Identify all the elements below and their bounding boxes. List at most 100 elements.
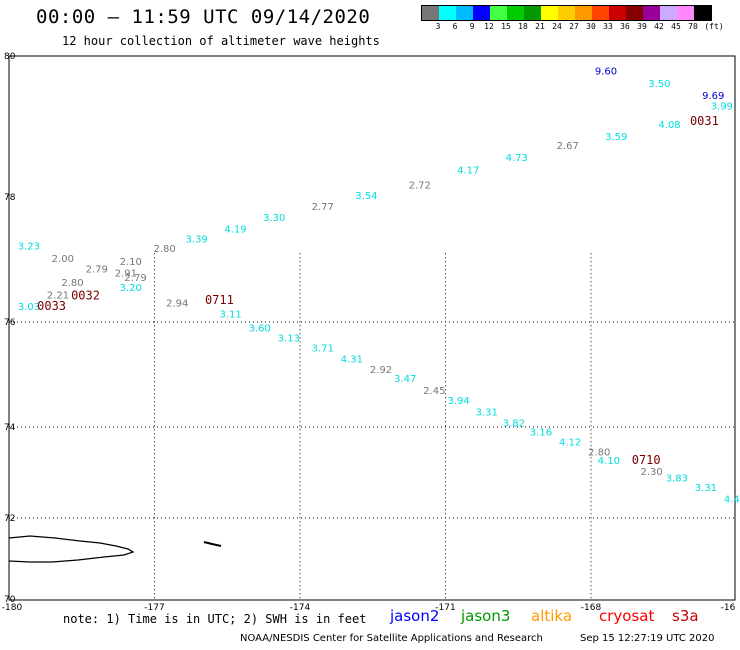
color-scale-label: 15 xyxy=(501,22,511,31)
longitude-tick-label: -16 xyxy=(721,603,736,613)
wave-height-value: 2.45 xyxy=(423,386,445,397)
wave-height-value: 4.12 xyxy=(559,438,581,449)
color-swatch xyxy=(558,6,575,20)
wave-height-value: 3.99 xyxy=(711,102,733,113)
wave-height-value: 4.19 xyxy=(224,225,246,236)
wave-height-value: 3.30 xyxy=(263,213,285,224)
pass-time-label: 0032 xyxy=(71,289,100,303)
pass-time-label: 0031 xyxy=(690,114,719,128)
color-swatch xyxy=(592,6,609,20)
color-swatch xyxy=(490,6,507,20)
wave-height-value: 3.31 xyxy=(695,483,717,494)
wave-height-value: 4.31 xyxy=(341,354,363,365)
color-swatch xyxy=(677,6,694,20)
wave-height-value: 3.20 xyxy=(120,283,142,294)
pass-time-label: 0710 xyxy=(632,453,661,467)
legend-altika: altika xyxy=(531,607,573,625)
latitude-tick-label: 74 xyxy=(4,423,16,433)
wave-height-value: 3.13 xyxy=(278,333,300,344)
wave-height-value: 9.60 xyxy=(595,66,617,77)
color-scale-bar xyxy=(421,5,712,21)
wave-height-value: 3.82 xyxy=(503,418,525,429)
wave-height-value: 4.10 xyxy=(598,456,620,467)
wave-height-value: 2.80 xyxy=(154,244,176,255)
wave-height-value: 2.80 xyxy=(61,278,83,289)
color-swatch xyxy=(609,6,626,20)
wave-height-value: 3.54 xyxy=(355,191,377,202)
map-subtitle: 12 hour collection of altimeter wave hei… xyxy=(62,34,380,48)
longitude-tick-label: -174 xyxy=(290,603,311,613)
wave-height-value: 3.47 xyxy=(394,374,416,385)
wave-height-value: 2.79 xyxy=(124,273,146,284)
color-swatch xyxy=(694,6,711,20)
wave-height-value: 2.10 xyxy=(120,257,142,268)
color-scale-label: 12 xyxy=(484,22,494,31)
color-scale-label: 9 xyxy=(469,22,475,31)
wave-height-value: 4.73 xyxy=(506,153,528,164)
wave-height-value: 2.67 xyxy=(557,141,579,152)
wave-height-value: 2.72 xyxy=(409,181,431,192)
pass-time-label: 0711 xyxy=(205,293,234,307)
color-swatch xyxy=(660,6,677,20)
wave-height-value: 3.83 xyxy=(666,474,688,485)
wave-height-value: 3.50 xyxy=(648,79,670,90)
color-swatch xyxy=(643,6,660,20)
color-scale-label: 18 xyxy=(518,22,528,31)
wave-height-value: 2.92 xyxy=(370,365,392,376)
legend-cryosat: cryosat xyxy=(599,607,655,625)
latitude-tick-label: 80 xyxy=(4,52,16,62)
color-scale-label: 6 xyxy=(452,22,458,31)
wave-height-value: 2.80 xyxy=(588,448,610,459)
latitude-tick-label: 70 xyxy=(4,595,16,605)
wave-height-value: 3.60 xyxy=(249,323,271,334)
color-swatch xyxy=(473,6,490,20)
generated-timestamp: Sep 15 12:27:19 UTC 2020 xyxy=(580,633,715,644)
color-swatch xyxy=(439,6,456,20)
wave-height-value: 4.17 xyxy=(457,166,479,177)
color-scale-label: 30 xyxy=(586,22,596,31)
map-frame xyxy=(8,55,736,601)
color-swatch xyxy=(575,6,592,20)
latitude-tick-label: 76 xyxy=(4,318,16,328)
longitude-tick-label: -177 xyxy=(144,603,164,613)
wave-height-value: 2.77 xyxy=(312,202,334,213)
wave-height-value: 3.59 xyxy=(605,132,627,143)
wave-height-value: 2.21 xyxy=(47,290,69,301)
color-swatch xyxy=(541,6,558,20)
color-swatch xyxy=(626,6,643,20)
map-title: 00:00 – 11:59 UTC 09/14/2020 xyxy=(36,6,371,28)
legend-s3a: s3a xyxy=(672,607,699,625)
color-scale-label: (ft) xyxy=(704,22,724,31)
color-scale-label: 45 xyxy=(671,22,681,31)
wave-height-value: 3.23 xyxy=(18,242,40,253)
color-swatch xyxy=(456,6,473,20)
color-scale-label: 36 xyxy=(620,22,630,31)
wave-height-value: 3.11 xyxy=(219,310,241,321)
color-swatch xyxy=(422,6,439,20)
wave-height-value: 3.71 xyxy=(312,343,334,354)
longitude-tick-label: -171 xyxy=(435,603,455,613)
color-scale-label: 33 xyxy=(603,22,613,31)
color-swatch xyxy=(507,6,524,20)
color-scale-label: 24 xyxy=(552,22,562,31)
latitude-tick-label: 78 xyxy=(4,193,16,203)
color-scale-label: 27 xyxy=(569,22,579,31)
color-scale-label: 39 xyxy=(637,22,647,31)
islet-coastline xyxy=(203,541,222,547)
wave-height-value: 2.30 xyxy=(640,467,662,478)
color-scale-label: 42 xyxy=(654,22,664,31)
wave-height-value: 2.79 xyxy=(86,265,108,276)
wave-height-value: 3.31 xyxy=(476,407,498,418)
footnote: note: 1) Time is in UTC; 2) SWH is in fe… xyxy=(63,612,367,626)
longitude-tick-label: -180 xyxy=(2,603,23,613)
latitude-tick-label: 72 xyxy=(4,514,15,524)
wave-height-value: 3.03 xyxy=(18,302,40,313)
credit-text: NOAA/NESDIS Center for Satellite Applica… xyxy=(240,633,543,644)
wave-height-value: 3.16 xyxy=(530,428,552,439)
wave-height-value: 4.08 xyxy=(658,120,680,131)
wave-height-value: 3.39 xyxy=(186,235,208,246)
longitude-tick-label: -168 xyxy=(581,603,602,613)
island-coastline xyxy=(8,535,135,563)
color-scale-label: 3 xyxy=(435,22,441,31)
wave-height-value: 4.41 xyxy=(724,495,740,506)
